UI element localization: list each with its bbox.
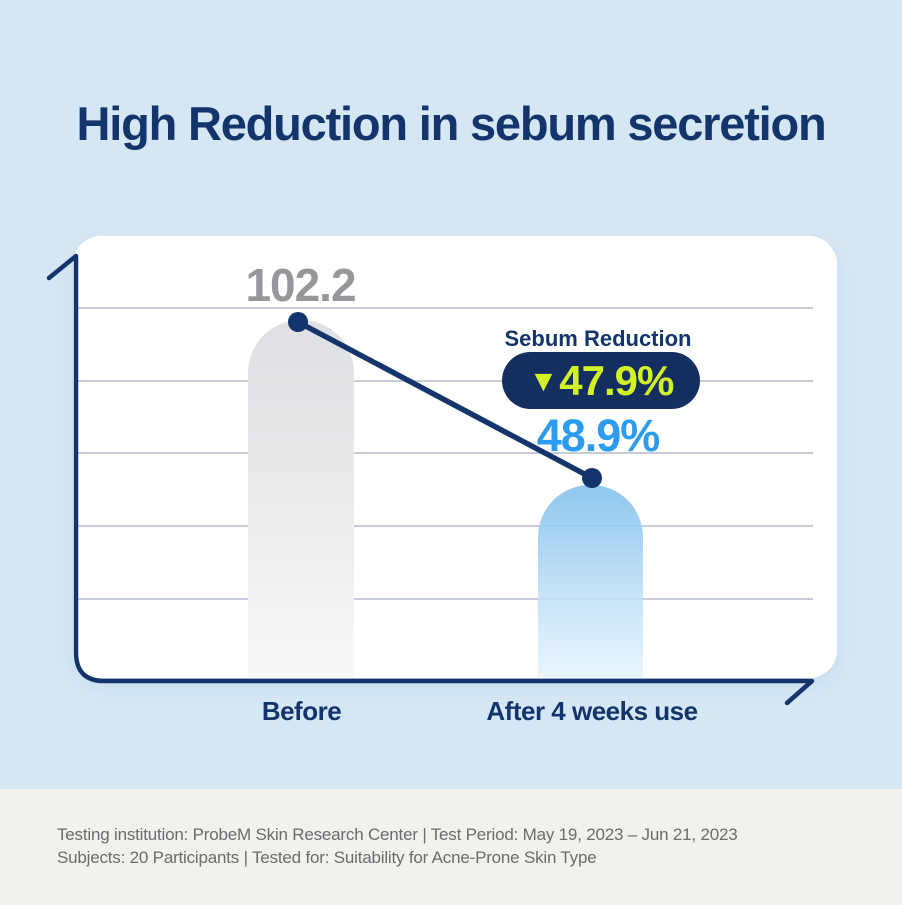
before-value: 102.2 [245, 259, 356, 311]
test-disclaimer: Testing institution: ProbeM Skin Researc… [57, 823, 738, 869]
reduction-label: Sebum Reduction [504, 326, 692, 351]
page-title: High Reduction in sebum secretion [76, 97, 826, 150]
reduction-badge: ▼ 47.9% [502, 352, 700, 409]
x-axis-label-before: Before [261, 696, 342, 726]
bar-after [538, 485, 643, 678]
disclaimer-line-2: Subjects: 20 Participants | Tested for: … [57, 848, 597, 867]
bar-before [248, 320, 354, 678]
chart-card [73, 236, 837, 678]
x-axis-label-after: After 4 weeks use [486, 696, 698, 726]
after-value: 48.9% [536, 410, 661, 461]
down-triangle-icon: ▼ [528, 364, 559, 398]
footer-strip [0, 789, 902, 905]
reduction-percentage: 47.9% [559, 356, 674, 404]
disclaimer-line-1: Testing institution: ProbeM Skin Researc… [57, 825, 738, 844]
